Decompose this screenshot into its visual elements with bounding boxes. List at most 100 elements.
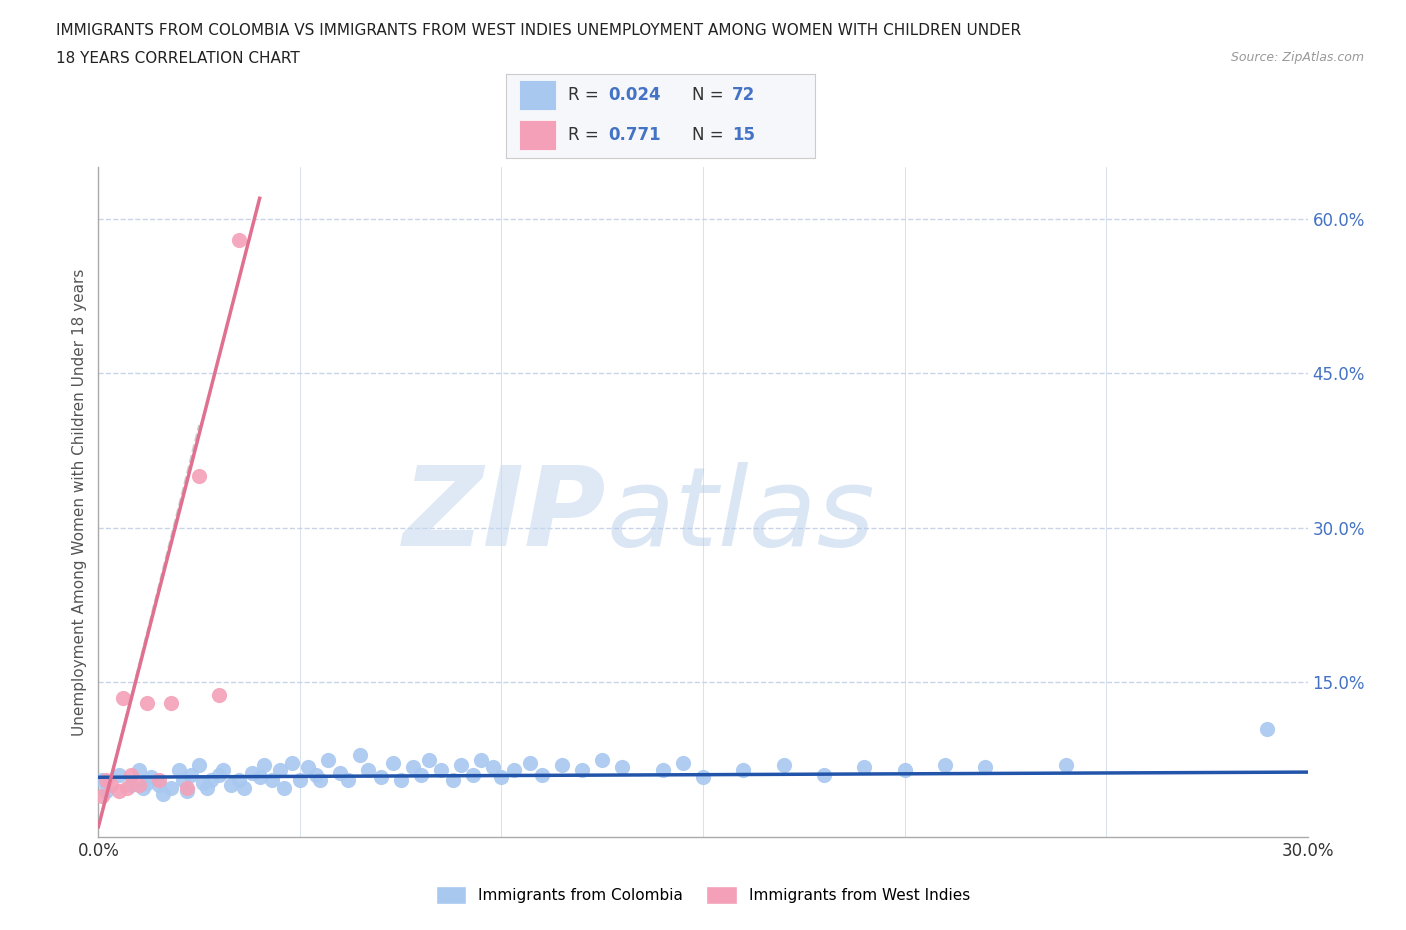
Point (208, 687, 231, 702)
Point (160, 696, 183, 711)
Point (482, 760, 505, 775)
Text: R =: R = (568, 126, 605, 144)
Point (273, 780, 295, 795)
Point (893, 763, 915, 777)
Point (974, 760, 997, 775)
Text: N =: N = (692, 126, 728, 144)
Point (281, 755, 304, 770)
Point (135, 776, 157, 790)
FancyBboxPatch shape (519, 121, 555, 150)
Point (502, 763, 524, 777)
Point (91, 789, 114, 804)
Point (853, 760, 876, 775)
Point (115, 780, 138, 795)
Point (269, 763, 291, 777)
Y-axis label: Unemployment Among Women with Children Under 18 years: Unemployment Among Women with Children U… (72, 269, 87, 736)
Point (551, 757, 574, 772)
Point (193, 776, 215, 790)
Point (672, 755, 695, 770)
Text: IMMIGRANTS FROM COLOMBIA VS IMMIGRANTS FROM WEST INDIES UNEMPLOYMENT AMONG WOMEN: IMMIGRANTS FROM COLOMBIA VS IMMIGRANTS F… (56, 23, 1021, 38)
Point (370, 770, 392, 785)
Point (409, 768, 432, 783)
Point (167, 763, 190, 777)
Text: R =: R = (568, 86, 605, 104)
Legend: Immigrants from Colombia, Immigrants from West Indies: Immigrants from Colombia, Immigrants fro… (430, 880, 976, 910)
Point (430, 763, 453, 777)
Point (733, 763, 755, 777)
Point (813, 768, 835, 783)
Point (111, 690, 134, 705)
Point (463, 768, 485, 783)
Point (188, 469, 211, 484)
Point (160, 780, 183, 795)
Point (530, 768, 553, 783)
Point (107, 783, 129, 798)
Point (337, 773, 360, 788)
Point (934, 757, 956, 772)
Text: ZIP: ZIP (402, 462, 606, 569)
Point (180, 768, 202, 783)
Point (253, 757, 276, 772)
Point (120, 778, 142, 793)
Point (139, 770, 162, 785)
Point (152, 786, 174, 801)
Point (212, 763, 235, 777)
Point (176, 783, 198, 798)
Point (309, 773, 332, 788)
Text: 0.771: 0.771 (609, 126, 661, 144)
Point (208, 768, 231, 783)
Point (450, 757, 472, 772)
Point (148, 778, 170, 793)
Point (107, 768, 129, 783)
Text: 0.024: 0.024 (609, 86, 661, 104)
Point (176, 780, 198, 795)
Point (240, 765, 263, 780)
Text: 15: 15 (733, 126, 755, 144)
Point (316, 752, 339, 767)
Point (100, 778, 122, 793)
Text: 72: 72 (733, 86, 755, 104)
Point (357, 763, 380, 777)
Point (441, 773, 464, 788)
Point (772, 757, 794, 772)
Point (612, 760, 634, 775)
Point (651, 763, 673, 777)
Point (91, 773, 114, 788)
Point (260, 773, 283, 788)
Point (228, 232, 250, 247)
Point (288, 773, 311, 788)
Point (519, 755, 541, 770)
Point (188, 757, 211, 772)
Point (1054, 757, 1077, 772)
FancyBboxPatch shape (519, 80, 555, 110)
Point (692, 770, 714, 785)
Point (128, 778, 150, 793)
Point (195, 780, 218, 795)
Point (148, 773, 170, 788)
Text: 18 YEARS CORRELATION CHART: 18 YEARS CORRELATION CHART (56, 51, 299, 66)
Point (200, 773, 222, 788)
Text: Source: ZipAtlas.com: Source: ZipAtlas.com (1230, 51, 1364, 64)
Point (120, 768, 142, 783)
Point (232, 780, 254, 795)
Point (470, 752, 492, 767)
Point (491, 770, 513, 785)
Point (96, 783, 118, 798)
Point (349, 747, 371, 762)
Point (571, 763, 593, 777)
Point (389, 773, 412, 788)
Point (418, 752, 440, 767)
Text: atlas: atlas (606, 462, 875, 569)
Text: N =: N = (692, 86, 728, 104)
Point (1256, 722, 1278, 737)
Point (172, 773, 194, 788)
Point (128, 763, 150, 777)
Point (132, 780, 155, 795)
Point (135, 696, 157, 711)
Point (249, 770, 271, 785)
Point (402, 760, 425, 775)
Point (381, 755, 404, 770)
Point (96, 773, 118, 788)
Point (297, 760, 319, 775)
Point (591, 752, 613, 767)
